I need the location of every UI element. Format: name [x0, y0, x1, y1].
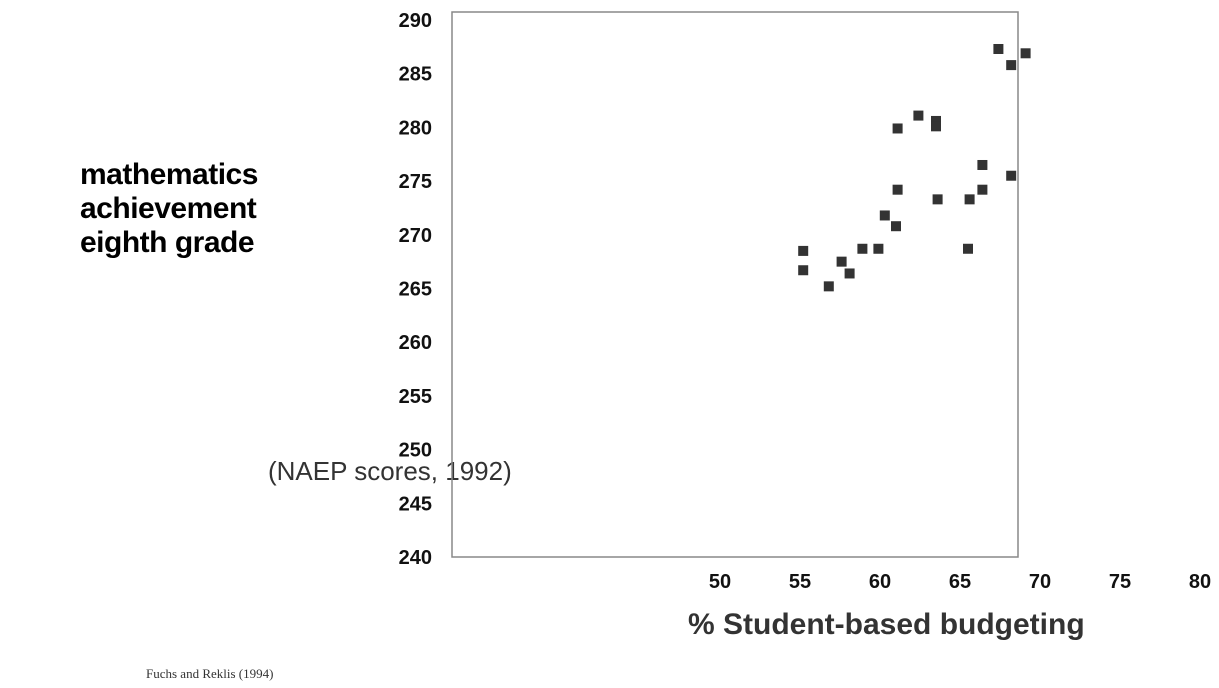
x-tick-label: 65 — [949, 571, 971, 593]
y-axis-title-line-2: achievement — [80, 192, 257, 225]
data-point — [873, 243, 884, 254]
data-point — [913, 110, 924, 121]
y-axis: 240 245 250 255 260 265 270 275 280 285 290 — [399, 10, 432, 569]
data-point — [836, 256, 847, 267]
y-tick-label: 280 — [399, 117, 432, 139]
data-point — [977, 184, 988, 195]
data-point — [798, 265, 809, 276]
data-points — [798, 43, 1031, 292]
y-tick-label: 270 — [399, 225, 432, 247]
x-tick-label: 75 — [1109, 571, 1131, 593]
data-point — [964, 194, 975, 205]
x-tick-label: 50 — [709, 571, 731, 593]
plot-frame — [451, 11, 1019, 558]
x-axis: 50 55 60 65 70 75 80 — [709, 571, 1211, 593]
y-tick-label: 290 — [399, 10, 432, 32]
y-tick-label: 260 — [399, 332, 432, 354]
x-axis-title: % Student-based budgeting — [688, 608, 1085, 641]
data-point — [879, 210, 890, 221]
y-axis-title-line-3: eighth grade — [80, 226, 255, 259]
y-tick-label: 250 — [399, 440, 432, 462]
source-note: Fuchs and Reklis (1994) — [146, 666, 274, 681]
data-point — [857, 243, 868, 254]
data-point — [1006, 60, 1017, 71]
x-tick-label: 55 — [789, 571, 811, 593]
data-point — [892, 184, 903, 195]
data-point — [891, 221, 901, 232]
data-point — [931, 121, 941, 132]
data-point — [1006, 170, 1017, 181]
y-tick-label: 275 — [399, 171, 432, 193]
y-tick-label: 285 — [399, 64, 432, 86]
data-point — [931, 115, 941, 126]
x-tick-label: 60 — [869, 571, 891, 593]
chart-subtitle: (NAEP scores, 1992) — [268, 456, 512, 486]
y-tick-label: 240 — [399, 547, 432, 569]
y-tick-label: 255 — [399, 386, 432, 408]
data-point — [932, 194, 943, 205]
data-point — [823, 281, 834, 292]
x-tick-label: 70 — [1029, 571, 1051, 593]
data-point — [963, 243, 973, 254]
y-axis-title: mathematics achievement eighth grade — [80, 158, 258, 260]
x-tick-label: 80 — [1189, 571, 1211, 593]
y-axis-title-line-1: mathematics — [80, 158, 258, 191]
data-point — [892, 123, 903, 134]
data-point — [1020, 48, 1031, 59]
y-tick-label: 265 — [399, 279, 432, 301]
y-tick-label: 245 — [399, 493, 432, 515]
data-point — [977, 159, 988, 170]
data-point — [993, 43, 1004, 54]
data-point — [798, 245, 809, 256]
data-point — [844, 268, 855, 279]
